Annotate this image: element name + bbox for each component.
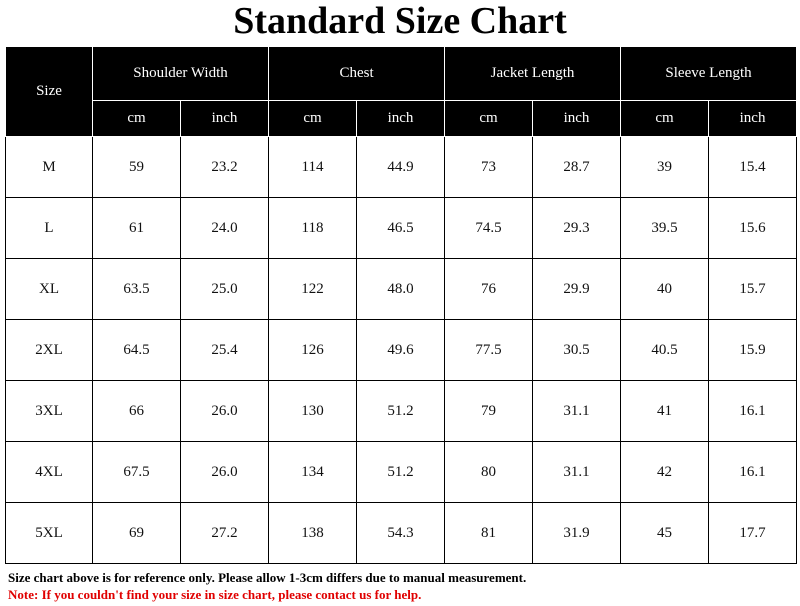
value-cell: 39.5 (620, 197, 710, 259)
value-cell: 15.6 (708, 197, 798, 259)
value-cell: 30.5 (532, 319, 622, 381)
value-cell: 17.7 (708, 502, 798, 564)
value-cell: 134 (268, 441, 358, 503)
table-row: XL 63.5 25.0 122 48.0 76 29.9 40 15.7 (5, 258, 798, 320)
value-cell: 31.1 (532, 441, 622, 503)
value-cell: 64.5 (92, 319, 181, 381)
value-cell: 41 (620, 380, 710, 442)
unit-header: cm (92, 100, 181, 137)
unit-header: cm (268, 100, 358, 137)
value-cell: 126 (268, 319, 358, 381)
note: Note: If you couldn't find your size in … (8, 587, 422, 602)
value-cell: 39 (620, 136, 710, 198)
value-cell: 138 (268, 502, 358, 564)
title: Standard Size Chart (233, 0, 567, 42)
value-cell: 15.4 (708, 136, 798, 198)
value-cell: 42 (620, 441, 710, 503)
value-cell: 77.5 (444, 319, 534, 381)
size-header: Size (5, 46, 93, 137)
value-cell: 15.7 (708, 258, 798, 320)
value-cell: 49.6 (356, 319, 446, 381)
value-cell: 28.7 (532, 136, 622, 198)
unit-header: inch (532, 100, 622, 137)
size-cell: L (5, 197, 93, 259)
value-cell: 24.0 (179, 197, 270, 259)
value-cell: 130 (268, 380, 358, 442)
size-cell: M (5, 136, 93, 198)
group-header: Sleeve Length (620, 46, 798, 101)
value-cell: 51.2 (356, 441, 446, 503)
value-cell: 118 (268, 197, 358, 259)
size-cell: 4XL (5, 441, 93, 503)
value-cell: 26.0 (179, 380, 270, 442)
value-cell: 31.9 (532, 502, 622, 564)
value-cell: 81 (444, 502, 534, 564)
notes: Size chart above is for reference only. … (8, 569, 526, 603)
value-cell: 114 (268, 136, 358, 198)
unit-header: inch (179, 100, 270, 137)
value-cell: 67.5 (92, 441, 181, 503)
value-cell: 80 (444, 441, 534, 503)
value-cell: 40.5 (620, 319, 710, 381)
value-cell: 79 (444, 380, 534, 442)
value-cell: 122 (268, 258, 358, 320)
value-cell: 26.0 (179, 441, 270, 503)
table-row: 4XL 67.5 26.0 134 51.2 80 31.1 42 16.1 (5, 441, 798, 503)
size-table: Size Shoulder Width Chest Jacket Length Slee… (5, 46, 798, 564)
table-row: L 61 24.0 118 46.5 74.5 29.3 39.5 15.6 (5, 197, 798, 259)
unit-header: cm (620, 100, 710, 137)
note: Size chart above is for reference only. … (8, 570, 527, 585)
value-cell: 40 (620, 258, 710, 320)
value-cell: 61 (92, 197, 181, 259)
value-cell: 29.3 (532, 197, 622, 259)
value-cell: 45 (620, 502, 710, 564)
value-cell: 48.0 (356, 258, 446, 320)
value-cell: 27.2 (179, 502, 270, 564)
value-cell: 51.2 (356, 380, 446, 442)
value-cell: 15.9 (708, 319, 798, 381)
value-cell: 25.4 (179, 319, 270, 381)
value-cell: 46.5 (356, 197, 446, 259)
size-cell: 3XL (5, 380, 93, 442)
size-cell: 2XL (5, 319, 93, 381)
value-cell: 44.9 (356, 136, 446, 198)
value-cell: 76 (444, 258, 534, 320)
value-cell: 16.1 (708, 441, 798, 503)
value-cell: 29.9 (532, 258, 622, 320)
unit-header: cm (444, 100, 534, 137)
value-cell: 69 (92, 502, 181, 564)
table-row: 3XL 66 26.0 130 51.2 79 31.1 41 16.1 (5, 380, 798, 442)
value-cell: 25.0 (179, 258, 270, 320)
unit-header: inch (708, 100, 798, 137)
value-cell: 16.1 (708, 380, 798, 442)
value-cell: 74.5 (444, 197, 534, 259)
value-cell: 23.2 (179, 136, 270, 198)
value-cell: 59 (92, 136, 181, 198)
size-cell: XL (5, 258, 93, 320)
value-cell: 63.5 (92, 258, 181, 320)
value-cell: 31.1 (532, 380, 622, 442)
value-cell: 66 (92, 380, 181, 442)
group-header: Jacket Length (444, 46, 622, 101)
value-cell: 73 (444, 136, 534, 198)
group-header: Shoulder Width (91, 46, 270, 101)
value-cell: 54.3 (356, 502, 446, 564)
size-cell: 5XL (5, 502, 93, 564)
table-row: 5XL 69 27.2 138 54.3 81 31.9 45 17.7 (5, 502, 798, 564)
table-row: M 59 23.2 114 44.9 73 28.7 39 15.4 (5, 136, 798, 198)
table-row: 2XL 64.5 25.4 126 49.6 77.5 30.5 40.5 15.9 (5, 319, 798, 381)
unit-header: inch (356, 100, 446, 137)
group-header: Chest (268, 46, 446, 101)
